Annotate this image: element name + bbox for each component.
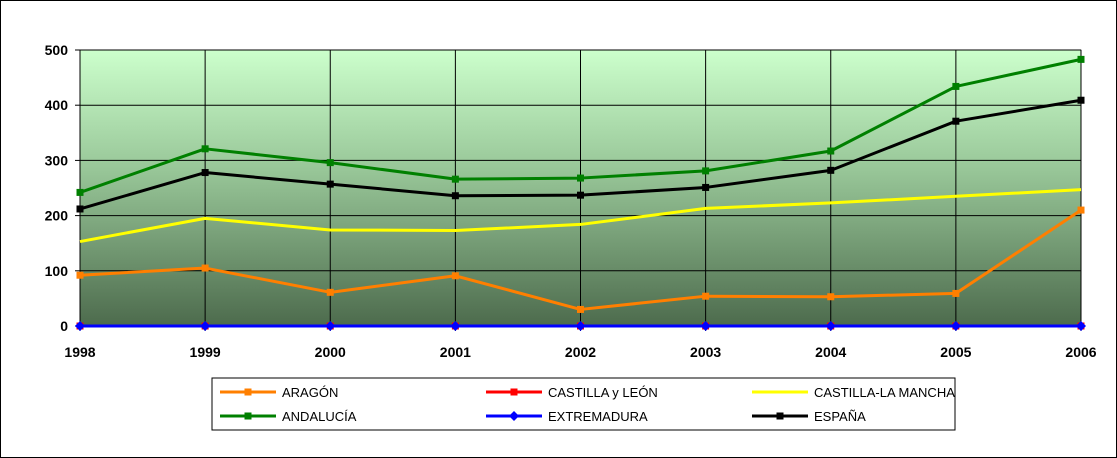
legend-marker [244,388,252,396]
data-point [201,169,209,177]
legend-label: ESPAÑA [814,409,866,424]
series-2 [79,188,1082,244]
legend-item: CASTILLA y LEÓN [486,385,658,400]
legend-label: ARAGÓN [282,385,338,400]
x-tick-label: 1999 [190,344,221,360]
data-point [451,175,459,183]
data-point [950,321,961,331]
data-point [952,82,960,90]
data-point [76,271,84,279]
data-point [827,166,835,174]
data-point [702,167,710,175]
data-point [827,293,835,301]
y-tick-label: 500 [45,42,69,58]
data-point [702,183,710,191]
data-point [1077,55,1085,63]
data-point [450,321,461,331]
data-point [700,321,711,331]
data-point [75,321,85,331]
data-point [326,159,334,167]
data-point [201,145,209,153]
x-tick-label: 2001 [440,344,471,360]
data-point [1077,206,1085,214]
legend-marker [244,412,252,420]
legend-marker [509,411,519,421]
y-tick-label: 400 [45,97,69,113]
x-tick-label: 2002 [565,344,596,360]
series-3 [76,55,1085,196]
data-point [326,288,334,296]
data-point [451,192,459,200]
data-point [1076,321,1086,331]
data-point [952,289,960,297]
legend-box [211,377,956,431]
x-tick-label: 2004 [815,344,846,360]
data-point [827,147,835,155]
x-tick-label: 1998 [64,344,95,360]
legend-item: CASTILLA-LA MANCHA [752,385,955,400]
series-group [75,55,1086,331]
data-point [702,292,710,300]
legend-marker [776,412,784,420]
legend-item: ANDALUCÍA [220,409,357,424]
y-tick-label: 100 [45,263,69,279]
data-point [577,191,584,199]
data-point [1077,96,1085,104]
series-4 [75,321,1086,331]
data-point [76,205,84,213]
legend-item: ARAGÓN [220,385,338,400]
series-5 [76,96,1085,213]
legend-marker [510,388,518,396]
y-tick-label: 200 [45,208,69,224]
series-line [79,188,1082,244]
series-0 [76,206,1085,313]
legend-item: ESPAÑA [752,409,866,424]
x-tick-label: 2006 [1065,344,1096,360]
legend-label: EXTREMADURA [548,409,648,424]
data-point [577,174,584,182]
gridlines [79,49,1082,327]
data-point [326,180,334,188]
data-point [325,321,336,331]
y-tick-label: 0 [60,318,68,334]
x-tick-label: 2000 [315,344,346,360]
data-point [575,321,586,331]
legend-label: CASTILLA-LA MANCHA [814,385,955,400]
y-tick-label: 300 [45,152,69,168]
data-point [577,305,584,313]
data-point [825,321,836,331]
legend-label: CASTILLA y LEÓN [548,385,658,400]
data-point [201,264,209,272]
x-tick-label: 2003 [690,344,721,360]
legend-label: ANDALUCÍA [282,409,357,424]
legend-item: EXTREMADURA [486,409,648,424]
data-point [952,117,960,125]
data-point [200,321,211,331]
data-point [451,272,459,280]
legend: ARAGÓN CASTILLA y LEÓN CASTILLA-LA MANCHA A… [211,377,956,431]
data-point [76,188,84,196]
x-tick-label: 2005 [940,344,971,360]
